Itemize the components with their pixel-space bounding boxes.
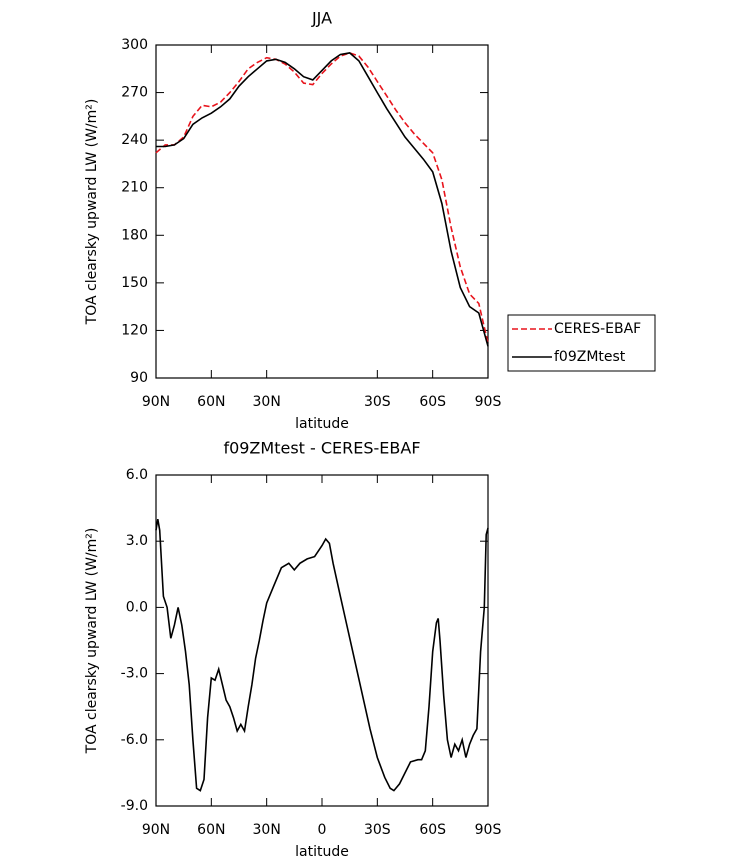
- plot-frame: [155, 44, 489, 379]
- chart-title: JJA: [311, 9, 332, 28]
- x-axis-label: latitude: [295, 844, 349, 860]
- y-tick-label: 0.0: [126, 599, 148, 615]
- x-tick-label: 60S: [419, 822, 446, 838]
- x-tick-label: 90S: [475, 394, 502, 410]
- x-tick-label: 60N: [197, 822, 225, 838]
- y-tick-label: 120: [121, 322, 148, 338]
- x-tick-label: 90N: [142, 822, 170, 838]
- x-tick-label: 90N: [142, 394, 170, 410]
- y-tick-label: 270: [121, 85, 148, 101]
- data-line: [156, 52, 489, 347]
- legend-label: f09ZMtest: [554, 349, 626, 365]
- x-tick-label: 30N: [253, 822, 281, 838]
- y-tick-label: -9.0: [121, 798, 148, 814]
- y-tick-label: -6.0: [121, 732, 148, 748]
- legend-label: CERES-EBAF: [554, 321, 641, 337]
- x-tick-label: 0: [318, 822, 327, 838]
- x-tick-label: 30S: [364, 822, 391, 838]
- chart-title: f09ZMtest - CERES-EBAF: [223, 439, 420, 458]
- y-tick-label: 90: [130, 370, 148, 386]
- x-tick-label: 30S: [364, 394, 391, 410]
- x-axis-label: latitude: [295, 416, 349, 432]
- y-tick-label: -3.0: [121, 666, 148, 682]
- y-tick-label: 150: [121, 275, 148, 291]
- y-tick-label: 210: [121, 180, 148, 196]
- legend-box: [507, 314, 656, 372]
- y-tick-label: 6.0: [126, 467, 148, 483]
- x-tick-label: 60N: [197, 394, 225, 410]
- y-axis-label: TOA clearsky upward LW (W/m²): [84, 99, 100, 326]
- y-tick-label: 240: [121, 132, 148, 148]
- data-line: [155, 518, 489, 792]
- data-line: [155, 52, 489, 344]
- x-tick-label: 60S: [419, 394, 446, 410]
- x-tick-label: 30N: [253, 394, 281, 410]
- x-tick-label: 90S: [475, 822, 502, 838]
- y-tick-label: 300: [121, 37, 148, 53]
- y-tick-label: 180: [121, 227, 148, 243]
- y-tick-label: 3.0: [126, 533, 148, 549]
- y-axis-label: TOA clearsky upward LW (W/m²): [84, 528, 100, 755]
